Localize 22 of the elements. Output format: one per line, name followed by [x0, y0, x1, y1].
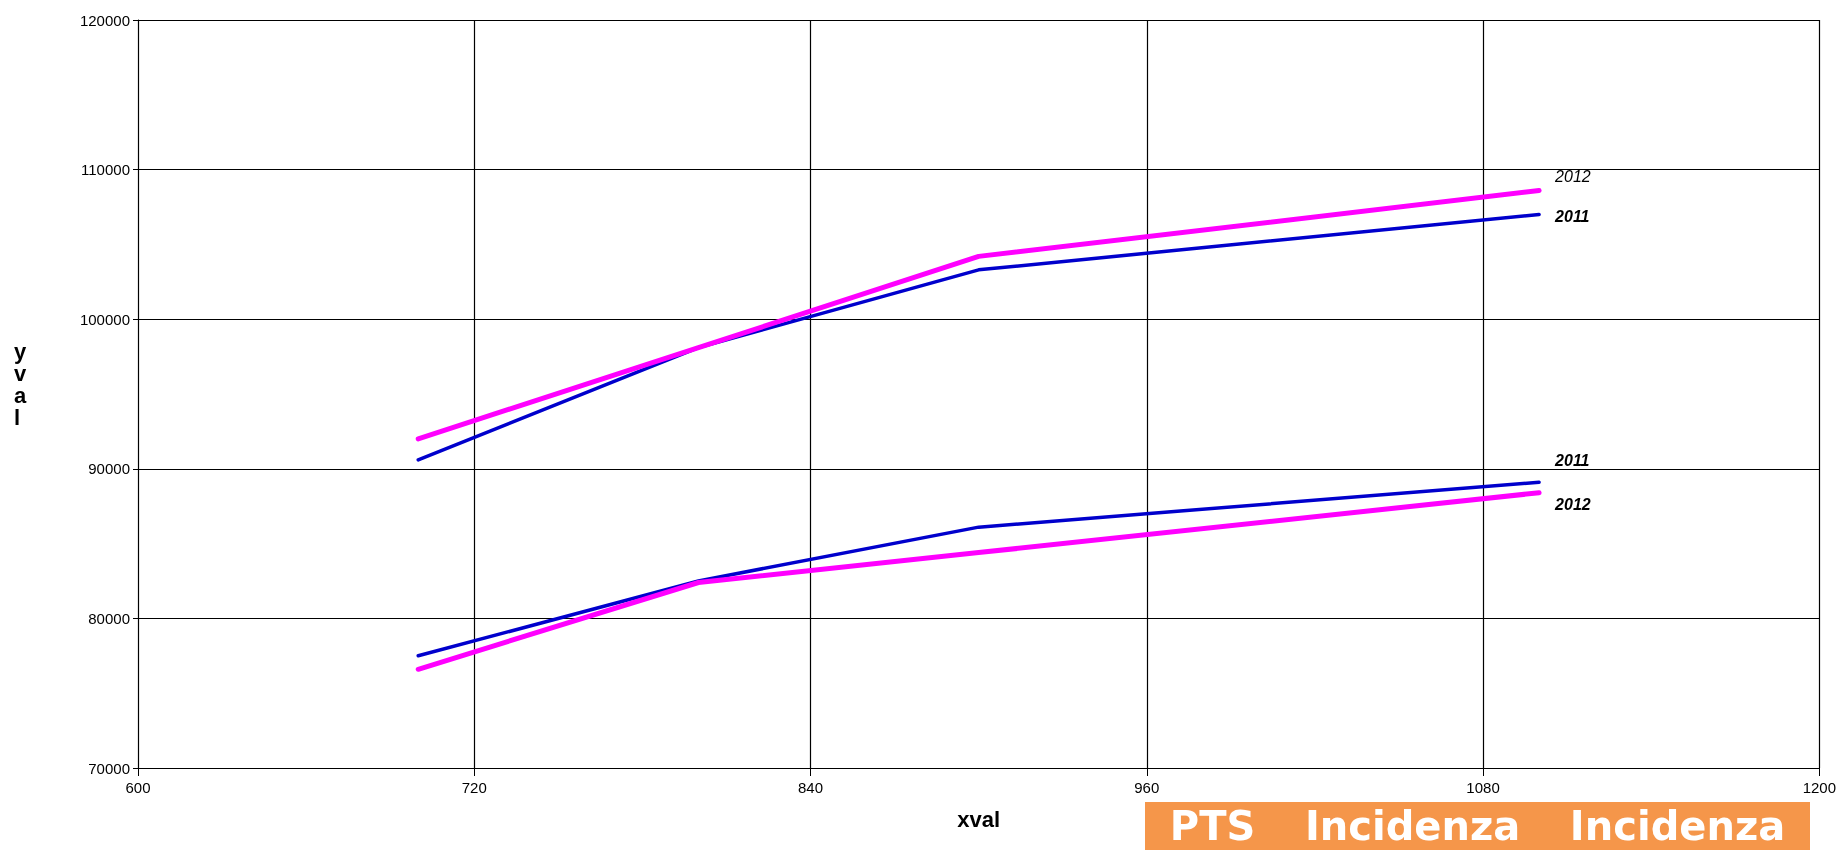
text: Incidenza [1304, 803, 1521, 849]
y-tick-label: 110000 [81, 161, 130, 179]
y-tick-label: 80000 [88, 609, 130, 627]
series-label: 2011 [1554, 207, 1590, 225]
x-tick-label: 720 [461, 779, 487, 796]
line-series [416, 212, 1541, 462]
x-axis-title: xval [957, 806, 1001, 832]
y-axis-title: yval [14, 338, 27, 430]
x-tick-label: 1080 [1466, 779, 1500, 796]
x-tick-label: 840 [798, 779, 824, 796]
x-tick-label: 960 [1134, 779, 1160, 796]
y-tick-label: 90000 [88, 460, 130, 478]
y-tick-label: 120000 [79, 11, 130, 29]
series-label: 2012 [1554, 168, 1591, 186]
x-tick-label: 1200 [1802, 779, 1836, 796]
series-label: 2012 [1554, 496, 1591, 514]
y-tick-label: 70000 [88, 759, 130, 777]
text: Incidenza [1569, 803, 1786, 849]
y-tick-label: 100000 [79, 310, 130, 328]
text: PTS [1169, 803, 1256, 849]
series-label: 2011 [1554, 451, 1590, 469]
x-tick-label: 600 [125, 779, 151, 796]
